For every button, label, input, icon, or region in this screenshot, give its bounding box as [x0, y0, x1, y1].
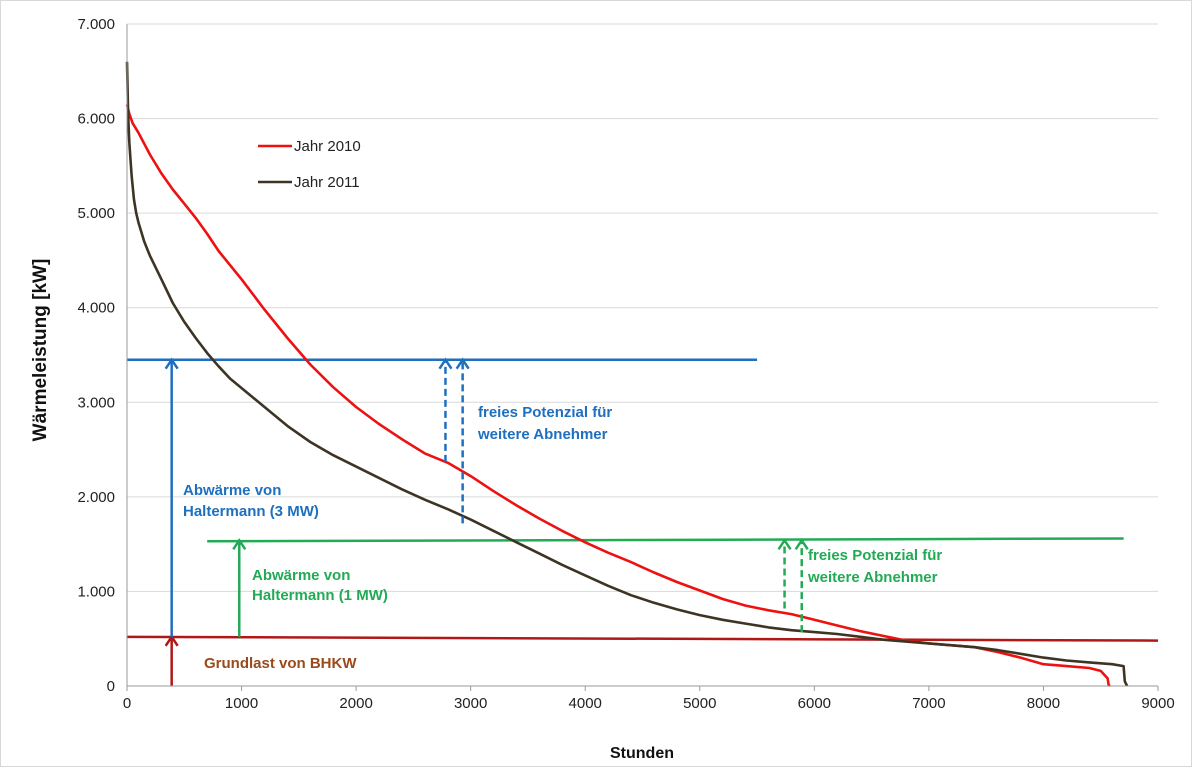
- y-tick-label: 6.000: [77, 111, 115, 128]
- y-tick-label: 5.000: [77, 205, 115, 222]
- x-tick-label: 0: [123, 695, 131, 712]
- x-tick-label: 5000: [683, 695, 716, 712]
- x-tick-label: 9000: [1141, 695, 1174, 712]
- x-tick-label: 6000: [798, 695, 831, 712]
- annotation-a3-line2: Haltermann (3 MW): [183, 503, 319, 520]
- annotation-fg-line2: weitere Abnehmer: [807, 569, 938, 586]
- x-tick-label: 3000: [454, 695, 487, 712]
- annotation-grund: Grundlast von BHKW: [204, 655, 357, 672]
- x-tick-label: 1000: [225, 695, 258, 712]
- y-tick-label: 3.000: [77, 394, 115, 411]
- y-tick-label: 0: [107, 678, 115, 695]
- x-tick-label: 8000: [1027, 695, 1060, 712]
- y-tick-label: 2.000: [77, 489, 115, 506]
- y-axis-title: Wärmeleistung [kW]: [30, 259, 51, 442]
- annotation-fg-line1: freies Potenzial für: [808, 547, 942, 564]
- annotation-fb-line1: freies Potenzial für: [478, 404, 612, 421]
- annotation-fb-line2: weitere Abnehmer: [477, 426, 608, 443]
- annotation-a1-line2: Haltermann (1 MW): [252, 587, 388, 604]
- legend-label-2: Jahr 2011: [294, 174, 360, 191]
- legend-label-1: Jahr 2010: [294, 138, 361, 155]
- annotation-a3-line1: Abwärme von: [183, 482, 281, 499]
- x-tick-label: 7000: [912, 695, 945, 712]
- y-tick-label: 1.000: [77, 583, 115, 600]
- y-tick-label: 7.000: [77, 16, 115, 33]
- annotation-a1-line1: Abwärme von: [252, 567, 350, 584]
- x-axis-title: Stunden: [610, 745, 674, 762]
- y-tick-label: 4.000: [77, 300, 115, 317]
- x-tick-label: 4000: [569, 695, 602, 712]
- x-tick-label: 2000: [339, 695, 372, 712]
